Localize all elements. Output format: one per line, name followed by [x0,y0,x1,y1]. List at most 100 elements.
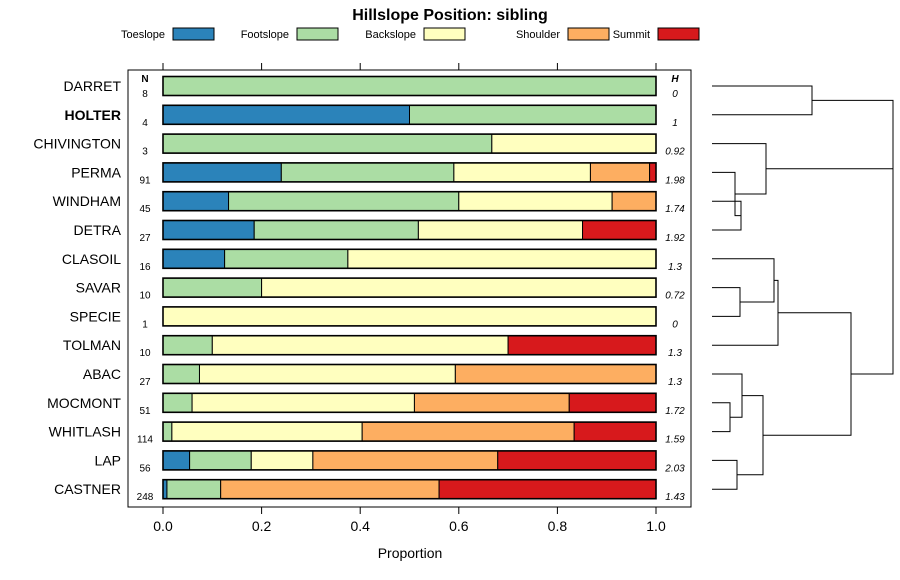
plot-frame [127,69,692,508]
bar-segment-abac-footslope [162,364,200,384]
h-value-windham: 1.74 [665,204,685,215]
h-value-abac: 1.3 [668,377,682,388]
bar-row-mocmont [162,392,657,414]
bar-segment-tolman-summit [507,335,657,356]
bar-row-specie [162,306,657,327]
x-tick-label-4: 0.8 [548,518,568,534]
n-value-specie: 1 [142,319,148,330]
bar-segment-tolman-backslope [211,335,509,356]
bar-segment-whitlash-shoulder [361,421,575,442]
h-value-clasoil: 1.3 [668,262,682,273]
h-value-perma: 1.98 [665,175,685,186]
bar-row-savar [162,277,657,298]
bar-outline-tolman [162,334,657,356]
dendrogram-branch-11 [712,459,738,490]
n-value-abac: 27 [139,377,151,388]
row-label-perma: PERMA [71,164,121,180]
bar-row-windham [162,190,657,212]
bar-segment-lap-footslope [189,450,252,471]
bar-segment-mocmont-footslope [162,392,193,413]
bar-segment-clasoil-toeslope [162,248,226,269]
legend-swatch-summit [657,27,700,41]
bar-segment-mocmont-shoulder [413,392,570,413]
bar-row-chivington [162,133,657,154]
h-value-whitlash: 1.59 [665,435,685,446]
h-value-specie: 0 [672,319,678,330]
row-label-lap: LAP [95,452,121,468]
bar-row-castner [162,478,657,500]
n-labels: 8 4 3 91 45 27 16 10 1 10 27 51 114 56 248 [137,89,154,503]
bar-row-whitlash [162,421,657,442]
bar-segment-specie-backslope [162,306,657,327]
n-value-perma: 91 [139,175,151,186]
bar-segment-whitlash-summit [573,421,657,442]
x-tick-label-3: 0.6 [449,518,469,534]
h-value-darret: 0 [672,89,678,100]
bar-outline-mocmont [162,392,657,414]
bar-segment-chivington-footslope [162,133,493,154]
bar-segment-darret-footslope [162,76,657,96]
dendrogram-branch-14 [851,134,894,375]
bar-outline-castner [162,478,657,500]
bar-row-lap [162,450,657,471]
n-value-darret: 8 [142,89,148,100]
bar-row-clasoil [162,248,657,270]
bar-segment-perma-footslope [280,162,455,183]
n-value-savar: 10 [139,291,151,302]
dendrogram-branch-6 [712,287,741,317]
x-tick-label-1: 0.2 [252,518,272,534]
legend-swatch-shoulder [567,27,610,41]
legend-swatch-backslope [423,27,466,41]
bar-segment-chivington-backslope [491,133,657,154]
n-value-chivington: 3 [142,147,148,158]
dendrogram-branch-4 [712,85,813,116]
bar-segment-whitlash-footslope [162,421,173,442]
bar-outline-chivington [162,133,657,154]
bar-outline-abac [162,363,657,385]
bar-segment-windham-footslope [228,191,460,212]
bar-segment-windham-toeslope [162,191,230,212]
h-value-savar: 0.72 [665,291,685,302]
bar-outline-savar [162,277,657,298]
h-value-chivington: 0.92 [665,147,685,158]
row-label-tolman: TOLMAN [63,337,121,353]
row-label-mocmont: MOCMONT [47,395,121,411]
bar-segment-castner-shoulder [220,479,440,500]
bar-segment-perma-toeslope [162,162,282,183]
bar-segment-windham-backslope [458,191,613,212]
dendrogram-branch-7 [712,258,775,303]
row-label-specie: SPECIE [70,308,121,324]
bars [162,75,657,500]
bar-segment-mocmont-backslope [191,392,415,413]
bar-outline-whitlash [162,421,657,442]
h-value-holter: 1 [672,118,678,129]
n-header: N [141,74,148,85]
bar-row-detra [162,219,657,241]
bar-segment-detra-footslope [253,220,419,240]
n-value-whitlash: 114 [137,435,153,446]
h-header: H [671,74,679,85]
n-value-holter: 4 [142,118,148,129]
bar-segment-holter-footslope [409,104,657,125]
row-label-darret: DARRET [63,78,121,94]
bar-segment-castner-summit [438,479,657,500]
bar-row-perma [162,162,657,183]
dendrogram-branch-3 [712,143,767,195]
x-tick-label-0: 0.0 [153,518,173,534]
bar-segment-savar-backslope [261,277,657,298]
row-label-windham: WINDHAM [53,193,121,209]
bar-outline-lap [162,450,657,471]
dendrogram-branch-13 [763,312,852,436]
row-labels: DARRET HOLTER CHIVINGTON PERMA WINDHAM DETRA C… [33,78,121,497]
bar-outline-perma [162,162,657,183]
bar-outline-specie [162,306,657,327]
bar-row-holter [162,104,657,126]
dendrogram-branch-10 [712,373,743,418]
dendrogram-branch-5 [766,99,894,170]
dendrogram [712,85,894,490]
n-value-clasoil: 16 [139,262,151,273]
n-value-lap: 56 [139,463,151,474]
n-value-windham: 45 [139,204,151,215]
row-label-castner: CASTNER [54,481,121,497]
